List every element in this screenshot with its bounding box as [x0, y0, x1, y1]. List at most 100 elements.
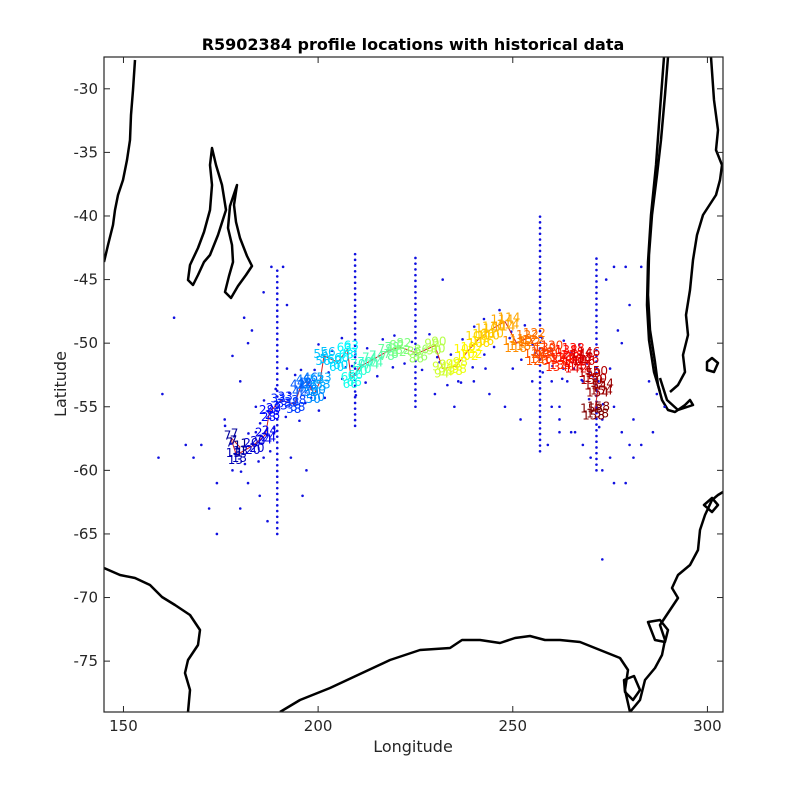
profile-label: 53	[315, 377, 330, 391]
historical-point	[353, 275, 357, 279]
historical-point	[414, 273, 417, 277]
historical-point	[538, 226, 542, 230]
historical-point	[275, 498, 279, 501]
historical-point	[597, 425, 601, 429]
profile-label: 38	[290, 400, 305, 414]
y-tick-label: -65	[74, 525, 99, 543]
historical-point	[595, 371, 598, 375]
historical-point	[595, 337, 598, 341]
historical-point	[414, 331, 417, 334]
historical-point	[262, 456, 265, 459]
historical-point	[354, 394, 358, 397]
historical-point	[550, 349, 554, 353]
historical-point	[538, 341, 542, 344]
historical-point	[595, 268, 598, 272]
historical-point	[595, 451, 598, 455]
y-tick-label: -75	[74, 652, 99, 670]
historical-point	[238, 507, 242, 510]
profile-label: 46	[302, 377, 317, 391]
historical-point	[601, 418, 604, 421]
historical-point	[595, 457, 598, 461]
historical-point	[492, 345, 496, 349]
historical-point	[538, 261, 542, 264]
historical-point	[268, 449, 272, 453]
historical-point	[275, 297, 279, 301]
historical-point	[414, 285, 417, 288]
profile-label: 53	[309, 372, 324, 386]
historical-point	[533, 352, 537, 355]
historical-point	[538, 438, 542, 442]
historical-point	[551, 364, 554, 368]
historical-point	[508, 336, 511, 340]
historical-point	[172, 316, 176, 320]
historical-point	[595, 257, 598, 260]
profile-label: 13	[233, 444, 248, 458]
historical-point	[275, 469, 279, 473]
peninsula-island-coastline	[646, 618, 670, 644]
historical-point	[538, 295, 542, 299]
historical-point	[275, 526, 279, 530]
profile-label: 94	[438, 365, 453, 379]
historical-point	[595, 446, 598, 449]
profile-label: 154	[591, 377, 614, 391]
historical-point	[414, 399, 417, 403]
profile-label: 38	[284, 395, 299, 409]
profile-label: 63	[337, 341, 352, 355]
historical-point	[275, 532, 279, 536]
historical-point	[258, 494, 262, 498]
new-zealand-south-coastline	[186, 146, 228, 287]
historical-point	[414, 313, 417, 317]
historical-point	[414, 359, 417, 363]
historical-point	[414, 376, 417, 380]
profile-label: 78	[384, 347, 399, 361]
historical-point	[538, 375, 542, 379]
historical-point	[327, 371, 330, 374]
historical-point	[459, 381, 463, 384]
historical-point	[484, 367, 487, 370]
historical-point	[275, 338, 279, 341]
y-axis: -30 -35 -40 -45 -50 -55 -60 -65 -70 -75	[74, 80, 723, 670]
historical-point	[538, 329, 542, 333]
historical-point	[601, 469, 604, 472]
historical-point	[639, 265, 643, 269]
profile-label: 33	[272, 398, 287, 412]
profile-label: 126	[531, 345, 554, 359]
historical-point	[595, 377, 598, 381]
historical-point	[538, 449, 542, 453]
historical-point	[247, 432, 250, 435]
profile-label: 138	[561, 348, 584, 362]
profile-label: 24	[261, 431, 276, 445]
historical-point	[414, 325, 417, 328]
historical-point	[223, 418, 226, 421]
profile-label: 70	[356, 362, 371, 376]
historical-point	[353, 298, 357, 302]
historical-point	[275, 292, 279, 295]
profile-label: 114	[498, 311, 521, 325]
profile-label: 150	[585, 364, 608, 378]
profile-label: 63	[343, 346, 358, 360]
historical-point	[275, 395, 279, 398]
profile-label: 90	[424, 337, 439, 351]
historical-point	[275, 286, 279, 290]
historical-point	[538, 318, 542, 321]
historical-point	[523, 324, 527, 327]
historical-point	[538, 398, 542, 402]
south-america-east-coastline	[646, 57, 695, 414]
historical-point	[414, 348, 417, 351]
historical-point	[353, 390, 357, 393]
historical-point	[595, 434, 598, 438]
historical-point	[471, 366, 474, 369]
historical-point	[456, 380, 460, 383]
historical-point	[558, 405, 561, 409]
historical-point	[595, 366, 598, 369]
historical-point	[595, 360, 598, 363]
profile-label: 56	[315, 354, 330, 368]
profile-label: 114	[493, 320, 516, 334]
historical-point	[589, 456, 592, 459]
profile-label: 20	[245, 443, 260, 457]
historical-point	[275, 509, 279, 513]
historical-point	[215, 481, 219, 485]
historical-point	[595, 417, 598, 421]
historical-point	[538, 306, 542, 310]
historical-point	[313, 368, 316, 372]
